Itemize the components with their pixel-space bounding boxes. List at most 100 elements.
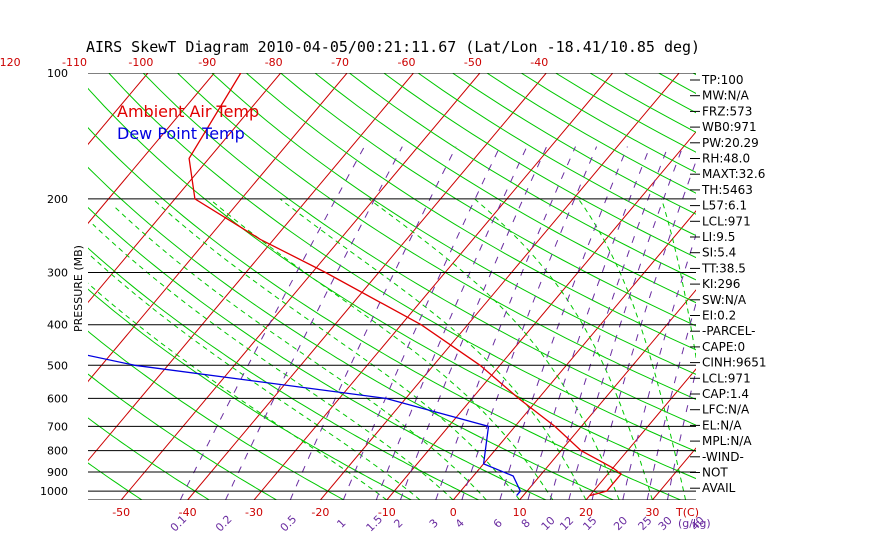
- index-item: LCL:971: [702, 371, 751, 385]
- mixing-ratio-tick-label: 4: [453, 516, 467, 530]
- isotherm-line: [785, 73, 870, 500]
- mixing-ratio-line: [399, 146, 548, 500]
- top-temperature-label: -120: [0, 56, 21, 69]
- isotherm-line: [88, 73, 348, 383]
- index-item: FRZ:573: [702, 104, 752, 118]
- pressure-tick-label: 700: [47, 420, 68, 433]
- top-temperature-label: -40: [530, 56, 548, 69]
- index-item: LCL:971: [702, 214, 751, 228]
- bottom-temperature-label: -50: [112, 506, 130, 519]
- dry-adiabat-line: [245, 73, 696, 351]
- ambient-temperature-line: [188, 73, 623, 497]
- index-item: RH:48.0: [702, 152, 750, 166]
- dry-adiabat-line: [417, 73, 696, 237]
- isotherm-line: [187, 73, 547, 500]
- moist-adiabat-line: [88, 282, 388, 500]
- isotherm-line: [88, 73, 282, 304]
- mixing-ratio-tick-label: 8: [519, 516, 533, 530]
- y-axis-label: PRESSURE (MB): [72, 245, 85, 332]
- isotherm-line: [452, 210, 696, 500]
- moist-adiabat-line: [92, 223, 454, 500]
- bottom-temperature-label: 20: [579, 506, 593, 519]
- dry-adiabat-line: [0, 73, 7, 500]
- isotherm-line: [120, 73, 481, 500]
- mixing-ratio-tick-label: 1: [334, 516, 348, 530]
- dry-adiabat-line: [486, 73, 696, 194]
- dry-adiabat-line: [88, 127, 681, 500]
- dry-adiabat-line: [88, 247, 479, 500]
- mixing-ratio-tick-label: 3: [427, 516, 441, 530]
- legend-ambient: Ambient Air Temp: [117, 102, 259, 121]
- index-item: LI:9.5: [702, 230, 735, 244]
- dry-adiabat-line: [796, 73, 870, 500]
- index-item: MW:N/A: [702, 89, 750, 103]
- pressure-tick-label: 100: [47, 67, 68, 80]
- dry-adiabat-line: [88, 206, 547, 500]
- index-item: CINH:9651: [702, 356, 767, 370]
- isotherm-line: [852, 73, 870, 500]
- index-item: CAP:1.4: [702, 387, 749, 401]
- pressure-tick-label: 600: [47, 392, 68, 405]
- index-item: SW:N/A: [702, 293, 747, 307]
- isotherm-line: [88, 73, 215, 225]
- bottom-temperature-label: 30: [645, 506, 659, 519]
- top-temperature-label: -70: [331, 56, 349, 69]
- dry-adiabat-line: [280, 73, 696, 327]
- isotherm-line: [0, 73, 15, 500]
- mixing-ratio-tick-label: 12: [557, 514, 576, 533]
- mixing-ratio-unit: (g/kg): [678, 517, 711, 530]
- pressure-tick-label: 800: [47, 445, 68, 458]
- top-temperature-label: -110: [62, 56, 87, 69]
- dry-adiabat-line: [142, 73, 696, 426]
- index-item: WB0:971: [702, 120, 757, 134]
- index-item: L57:6.1: [702, 199, 747, 213]
- dry-adiabat-line: [831, 73, 870, 500]
- index-item: TT:38.5: [701, 261, 746, 275]
- bottom-temperature-label: 0: [450, 506, 457, 519]
- dry-adiabat-line: [88, 462, 143, 500]
- isotherm-line: [88, 73, 149, 146]
- index-item: KI:296: [702, 277, 740, 291]
- index-item: SI:5.4: [702, 246, 736, 260]
- dry-adiabat-line: [88, 417, 210, 500]
- index-item: PW:20.29: [702, 136, 759, 150]
- dry-adiabat-line: [177, 73, 696, 400]
- index-item: EI:0.2: [702, 309, 736, 323]
- isotherm-line: [88, 73, 414, 462]
- index-item: CAPE:0: [702, 340, 745, 354]
- mixing-ratio-tick-label: 10: [539, 514, 558, 533]
- isotherm-line: [519, 289, 696, 500]
- bottom-temperature-labels: -50 -40 -30 -20 -10 0 10 20 30 T(C): [112, 506, 699, 519]
- pressure-lines: [88, 73, 696, 500]
- chart-title: AIRS SkewT Diagram 2010-04-05/00:21:11.6…: [86, 38, 700, 56]
- pressure-tick-label: 900: [47, 466, 68, 479]
- moist-adiabat-line: [88, 252, 421, 500]
- dry-adiabat-line: [349, 73, 696, 281]
- isotherm-line: [253, 73, 614, 500]
- pressure-tick-label: 400: [47, 319, 68, 332]
- top-temperature-label: -90: [198, 56, 216, 69]
- dry-adiabat-line: [211, 73, 696, 375]
- moist-adiabat-line: [279, 198, 587, 500]
- bottom-temperature-label: 10: [513, 506, 527, 519]
- index-item: TP:100: [701, 73, 744, 87]
- moist-adiabat-line: [115, 207, 487, 500]
- dry-adiabat-line: [88, 87, 696, 480]
- index-item: AVAIL: [702, 481, 736, 495]
- dry-adiabat-line: [658, 73, 696, 95]
- legend-dewpoint: Dew Point Temp: [117, 124, 245, 143]
- index-item: MPL:N/A: [702, 434, 752, 448]
- index-item: MAXT:32.6: [702, 167, 765, 181]
- dry-adiabat-line: [88, 373, 277, 500]
- plot-area: [0, 73, 870, 500]
- mixing-ratio-lines: [179, 146, 696, 500]
- mixing-ratio-line: [179, 146, 365, 500]
- dewpoint-temperature-line: [88, 354, 522, 497]
- top-temperature-label: -50: [464, 56, 482, 69]
- bottom-temperature-label: -20: [311, 506, 329, 519]
- pressure-tick-label: 500: [47, 359, 68, 372]
- mixing-ratio-tick-label: 2: [391, 516, 405, 530]
- mixing-ratio-tick-label: 0.5: [278, 513, 300, 535]
